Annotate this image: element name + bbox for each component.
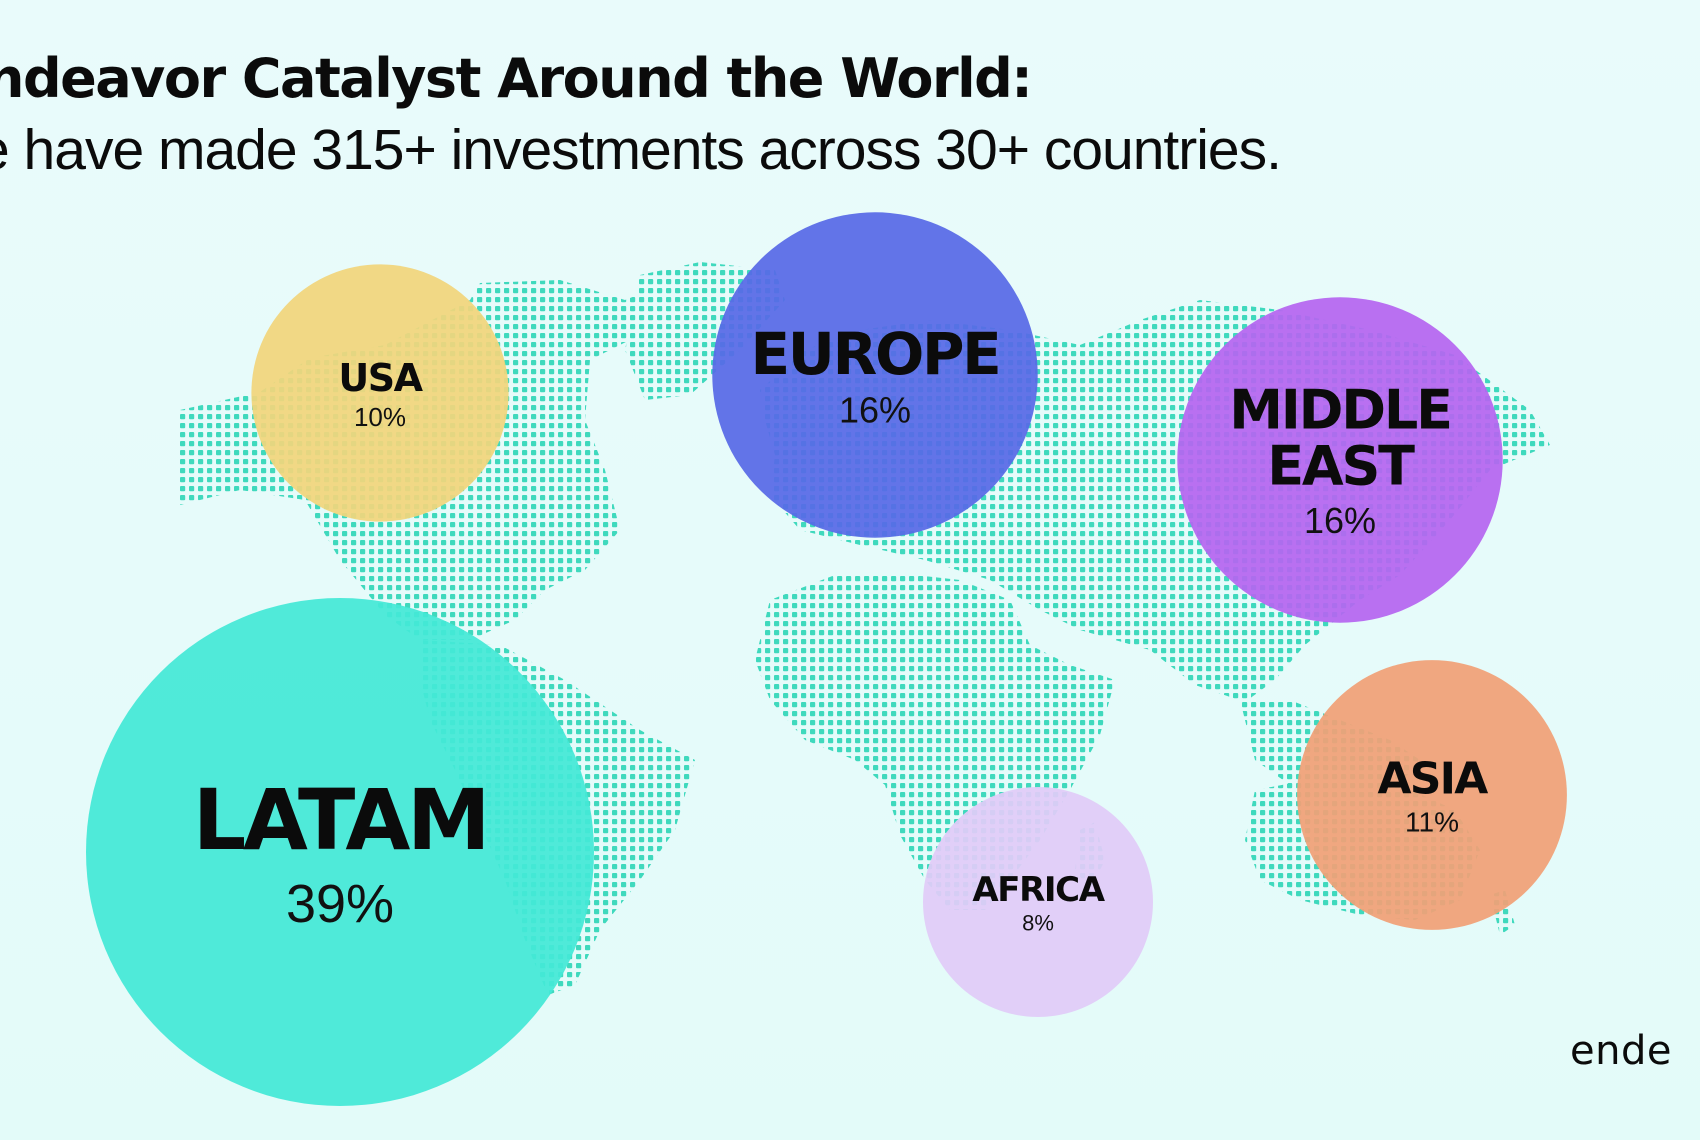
bubble-label-usa: USA [338,356,423,400]
header: ndeavor Catalyst Around the World: e hav… [0,0,1700,200]
bubble-circle-europe [712,212,1038,538]
bubble-circle-africa [923,787,1153,1017]
page-subtitle: e have made 315+ investments across 30+ … [0,118,1282,182]
bubble-value-asia: 11% [1405,807,1459,838]
bubble-circle-asia [1297,660,1567,930]
bubble-value-africa: 8% [1022,911,1054,936]
bubble-label-europe: EUROPE [750,320,999,388]
bubble-label-middle-east-line-1: MIDDLE [1229,379,1451,442]
bubble-label-africa: AFRICA [972,870,1105,910]
bubble-value-middle-east: 16% [1304,500,1376,541]
bubble-label-latam: LATAM [193,771,487,869]
bubble-label-asia: ASIA [1378,754,1489,805]
bubble-value-latam: 39% [286,874,394,934]
bubble-circle-usa [251,264,509,522]
bubble-label-middle-east-line-2: EAST [1267,435,1415,498]
bubble-value-usa: 10% [354,402,406,432]
bubble-circle-middle-east [1177,297,1503,623]
bubble-value-europe: 16% [839,389,911,430]
page-title: ndeavor Catalyst Around the World: [0,47,1033,110]
bubble-circle-latam [86,598,594,1106]
endeavor-logo: ende [1570,1028,1672,1074]
